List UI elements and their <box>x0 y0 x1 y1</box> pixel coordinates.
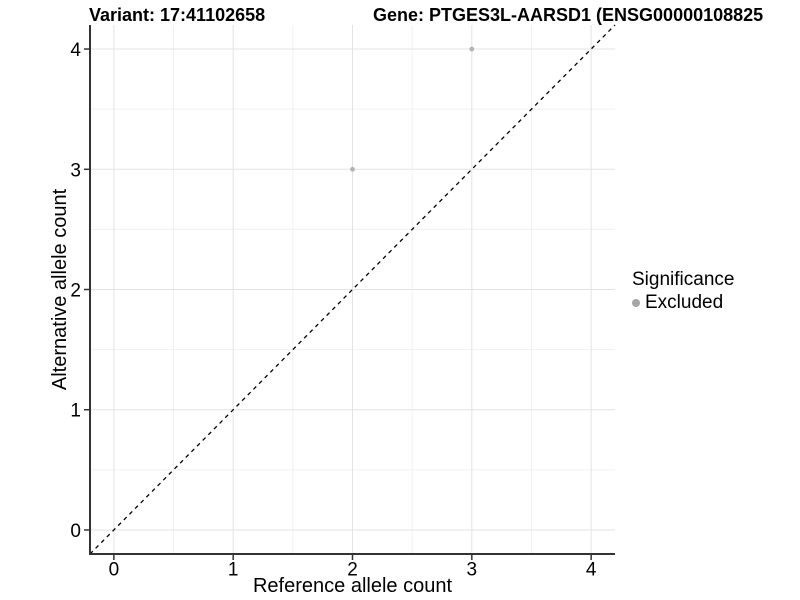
excluded-point-icon <box>632 299 640 307</box>
y-tick-label: 3 <box>70 160 81 181</box>
x-tick-label: 0 <box>109 560 120 581</box>
legend: Significance Excluded <box>632 270 734 313</box>
x-tick-label: 3 <box>467 560 478 581</box>
plot-title-variant: Variant: 17:41102658 <box>89 5 266 25</box>
x-tick-label: 1 <box>228 560 239 581</box>
legend-item-excluded: Excluded <box>632 293 734 313</box>
y-tick-label: 2 <box>70 281 81 302</box>
data-point <box>350 166 355 172</box>
x-tick-label: 4 <box>586 560 597 581</box>
data-point <box>469 46 475 52</box>
y-axis-title: Alternative allele count <box>49 188 71 390</box>
legend-title: Significance <box>632 269 735 290</box>
x-tick-label: 2 <box>347 560 358 581</box>
x-axis-title: Reference allele count <box>253 575 452 597</box>
y-tick-label: 1 <box>70 401 81 422</box>
legend-item-label: Excluded <box>645 292 724 313</box>
y-tick-label: 0 <box>70 521 81 542</box>
y-tick-label: 4 <box>70 40 81 61</box>
plot-title-gene: Gene: PTGES3L-AARSD1 (ENSG00000108825 <box>373 5 764 25</box>
